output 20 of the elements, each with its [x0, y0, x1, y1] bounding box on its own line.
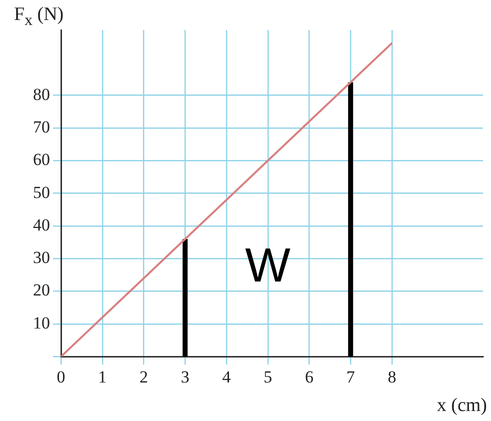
x-tick-label: 6 — [304, 367, 314, 386]
y-tick-label: 40 — [33, 215, 50, 234]
x-tick-label: 8 — [388, 367, 396, 386]
x-tick-label: 5 — [264, 367, 272, 386]
y-tick-label: 20 — [33, 280, 50, 300]
x-tick-label: 7 — [346, 367, 356, 386]
annotation: W — [245, 240, 292, 293]
x-axis-title: x (cm) — [436, 395, 487, 417]
y-axis-title: F$_{x}$ (N) — [14, 4, 64, 30]
x-tick-label: 3 — [180, 367, 190, 386]
x-tick-label: 2 — [139, 367, 148, 386]
y-tick-label: 50 — [33, 182, 50, 202]
x-tick-label: 0 — [56, 367, 66, 386]
y-tick-label: 30 — [33, 248, 50, 268]
y-tick-label: 60 — [33, 150, 50, 170]
y-tick-label: 70 — [33, 117, 50, 136]
x-tick-label: 4 — [222, 367, 232, 386]
y-tick-label: 80 — [33, 84, 50, 104]
x-tick-label: 1 — [98, 367, 107, 386]
y-tick-label: 10 — [33, 313, 50, 332]
